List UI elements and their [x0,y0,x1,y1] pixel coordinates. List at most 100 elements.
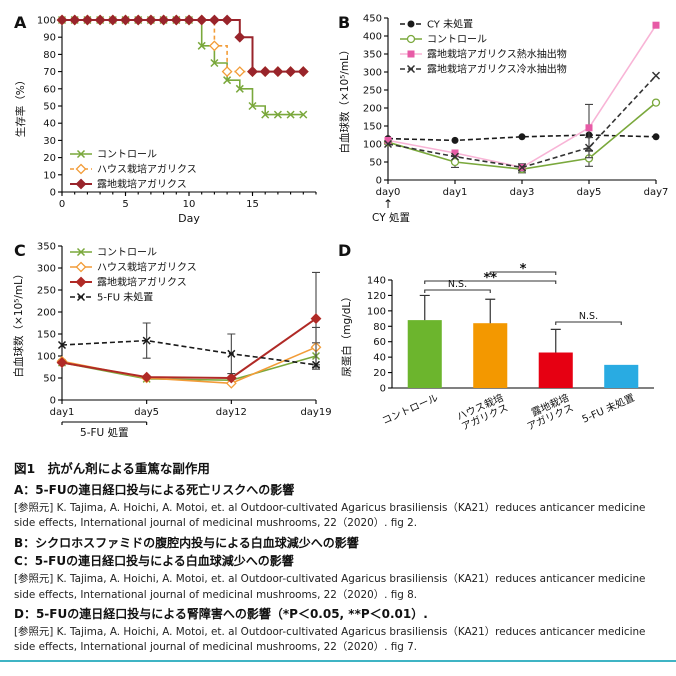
caption-line-c: C：5-FUの連日経口投与による白血球減少への影響 [14,554,294,569]
svg-text:5-FU 未処置: 5-FU 未処置 [580,391,637,426]
svg-text:20: 20 [373,368,386,379]
svg-text:100: 100 [367,306,386,317]
svg-text:生存率（%）: 生存率（%） [14,75,27,137]
bottom-divider [0,660,676,662]
svg-text:露地栽培アガリクス: 露地栽培アガリクス [97,178,187,191]
svg-text:30: 30 [43,136,56,147]
figure-caption: 図1 抗がん剤による重篤な副作用 A：5-FUの連日経口投与による死亡リスクへの… [14,458,664,658]
svg-text:150: 150 [37,330,56,341]
svg-text:露地栽培アガリクス: 露地栽培アガリクス [520,391,575,433]
panel-d-urine-protein-bar-chart: 0 20 40 60 80 100 120 140 尿蛋白（mg/dL） D コントロール ハウス栽培… [338,241,654,433]
svg-text:CY 処置: CY 処置 [372,211,410,224]
svg-text:90: 90 [43,33,56,44]
svg-text:200: 200 [37,308,56,319]
caption-ref-d: [参照元] K. Tajima, A. Hoichi, A. Motoi, et… [14,625,646,654]
significance: ***N.S.N.S. [424,262,622,325]
svg-text:A: A [14,13,27,32]
svg-text:40: 40 [373,353,386,364]
series-2 [56,271,322,384]
svg-text:day3: day3 [510,187,535,198]
svg-text:CY 未処置: CY 未処置 [427,18,473,31]
svg-text:コントロール: コントロール [427,35,487,46]
bar-0 [407,320,442,388]
caption-ref-c: [参照元] K. Tajima, A. Hoichi, A. Motoi, et… [14,573,646,601]
svg-text:N.S.: N.S. [579,311,598,322]
svg-text:露地栽培アガリクス: 露地栽培アガリクス [97,276,187,289]
svg-text:200: 200 [363,104,382,115]
svg-text:5-FU 未処置: 5-FU 未処置 [97,291,153,304]
svg-text:白血球数（×10⁵/mL）: 白血球数（×10⁵/mL） [12,269,25,378]
svg-text:10: 10 [183,199,196,210]
figure-title: 図1 抗がん剤による重篤な副作用 [14,461,210,476]
svg-text:400: 400 [363,32,382,43]
panel-a-survival-chart: 0 10 20 30 40 50 60 70 80 90 100 0 5 10 15 Day 生存率（%） A コン… [14,13,317,225]
svg-text:100: 100 [363,140,382,151]
svg-text:コントロール: コントロール [97,248,157,259]
svg-text:day19: day19 [300,407,331,418]
svg-text:day5: day5 [134,407,159,418]
tick-labels: 0 50 100 150 200 250 300 350 400 450 day0 day1 day3 d… [338,14,668,199]
svg-text:Day: Day [178,212,200,225]
panel-b-leukocyte-chart: 0 50 100 150 200 250 300 350 400 450 day0 day1 day3 d… [338,13,668,224]
svg-text:300: 300 [37,264,56,275]
caption-line-d: D：5-FUの連日経口投与による腎障害への影響（*P＜0.05, **P＜0.0… [14,607,428,622]
svg-text:250: 250 [37,286,56,297]
series-1 [56,326,322,389]
panel-c-leukocyte-chart: 0 50 100 150 200 250 300 350 day1 day5 day12 day19 白… [12,241,332,439]
series-3 [57,322,321,375]
svg-text:80: 80 [373,322,386,333]
svg-text:5-FU 処置: 5-FU 処置 [80,426,129,439]
svg-text:尿蛋白（mg/dL）: 尿蛋白（mg/dL） [340,291,353,376]
svg-text:D: D [338,241,351,260]
svg-text:10: 10 [43,170,56,181]
svg-text:40: 40 [43,119,56,130]
svg-text:100: 100 [37,16,56,27]
svg-text:0: 0 [50,396,56,407]
svg-text:露地栽培アガリクス冷水抽出物: 露地栽培アガリクス冷水抽出物 [427,63,567,76]
bars [407,294,639,388]
caption-line-a: A：5-FUの連日経口投与による死亡リスクへの影響 [14,483,295,497]
svg-text:*: * [520,262,527,277]
svg-text:day7: day7 [644,187,669,198]
tick-labels: 0 20 40 60 80 100 120 140 尿蛋白（mg/dL） [340,276,386,395]
svg-text:0: 0 [59,199,65,210]
axes [384,17,657,184]
svg-text:day5: day5 [577,187,602,198]
annotation: ↑CY 処置 [372,197,410,224]
annotation: 5-FU 処置 [61,421,148,439]
svg-text:day0: day0 [376,187,401,198]
svg-text:150: 150 [363,122,382,133]
svg-text:N.S.: N.S. [448,279,467,290]
svg-text:day1: day1 [50,407,75,418]
svg-text:70: 70 [43,67,56,78]
tick-labels: 0 50 100 150 200 250 300 350 day1 day5 day12 day19 白… [12,242,332,419]
svg-text:0: 0 [50,188,56,199]
svg-text:↑: ↑ [383,197,393,211]
svg-text:白血球数（×10⁵/mL）: 白血球数（×10⁵/mL） [338,45,351,154]
svg-text:ハウス栽培アガリクス: ハウス栽培アガリクス [97,261,197,274]
svg-text:5: 5 [122,199,128,210]
svg-text:50: 50 [43,102,56,113]
svg-text:0: 0 [380,384,386,395]
svg-text:20: 20 [43,153,56,164]
svg-text:ハウス栽培アガリクス: ハウス栽培アガリクス [455,391,510,433]
bar-1 [473,323,508,388]
bar-3 [604,364,639,388]
svg-text:コントロール: コントロール [97,150,157,161]
svg-text:**: ** [483,271,497,286]
caption-line-b: B：シクロホスファミドの腹腔内投与による白血球減少への影響 [14,535,359,550]
svg-text:350: 350 [37,242,56,253]
svg-text:250: 250 [363,86,382,97]
svg-text:day12: day12 [216,407,247,418]
svg-text:60: 60 [43,84,56,95]
series-0 [57,15,308,119]
svg-text:B: B [338,13,350,32]
series-2 [384,21,660,172]
svg-text:120: 120 [367,291,386,302]
svg-text:ハウス栽培アガリクス: ハウス栽培アガリクス [97,163,197,176]
svg-text:60: 60 [373,337,386,348]
series-1 [56,14,309,78]
